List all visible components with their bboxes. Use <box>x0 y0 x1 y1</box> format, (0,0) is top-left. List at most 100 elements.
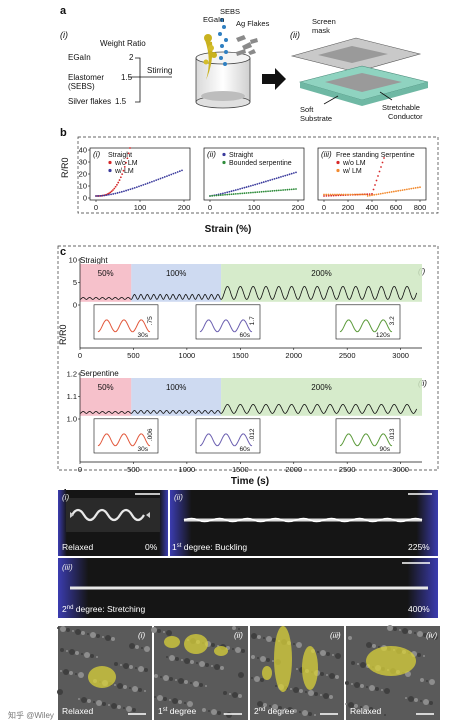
c-xtick-label: 2500 <box>339 351 356 360</box>
sem-grain <box>69 649 75 655</box>
series-point-straight <box>275 177 278 180</box>
series-point-fs-w-lm <box>353 193 356 196</box>
series-point-serpentine <box>213 194 216 197</box>
sem-grain <box>366 686 368 688</box>
sem-grain <box>84 652 90 658</box>
sem-grain <box>184 658 190 664</box>
series-point-straight <box>249 184 252 187</box>
series-point-w-lm <box>170 173 173 176</box>
sem-grain <box>138 688 142 692</box>
sem-grain <box>305 691 307 693</box>
sem-grain <box>199 661 205 667</box>
straight-ytick-label: 10 <box>69 256 77 265</box>
xtick-label: 200 <box>342 203 355 212</box>
sem-grain <box>296 642 302 648</box>
caption-sup: nd <box>259 707 266 713</box>
process-arrow-icon <box>262 68 286 90</box>
sem-grain <box>66 650 68 652</box>
sem-grain <box>354 704 358 708</box>
sem-grain <box>78 698 80 700</box>
sem-grain <box>75 629 81 635</box>
series-point-fs-w-lm <box>416 186 419 189</box>
sem-grain <box>63 669 69 675</box>
series-point-fs-w-lm <box>366 195 369 197</box>
series-point-serpentine <box>277 189 280 192</box>
sem-highlight <box>184 634 208 654</box>
series-point-fs-w-lm <box>408 188 410 190</box>
sem-grain <box>208 710 210 712</box>
leader-soft <box>323 95 339 105</box>
series-point-w-lm <box>168 174 171 177</box>
series-point-fs-w-lm <box>371 194 373 197</box>
straight-ytick-label: 0 <box>73 301 77 310</box>
series-point-w-lm <box>146 182 149 185</box>
caption-post: degree <box>167 706 196 716</box>
sem-grain <box>202 708 206 712</box>
serpentine-inset-trace-2 <box>199 433 253 447</box>
series-point-straight <box>237 188 239 191</box>
series-point-fs-w-lm <box>379 192 382 195</box>
weight-ratio-header: Weight Ratio <box>100 39 146 48</box>
sem-caption-2: 1st degree <box>158 706 197 716</box>
straight-inset-trace-3 <box>339 319 393 333</box>
sem-grain <box>160 676 162 678</box>
sem-grain <box>60 648 64 652</box>
sem-grain <box>81 631 85 635</box>
sem-grain <box>238 694 242 698</box>
series-point-serpentine <box>269 190 272 193</box>
sem-grain <box>129 643 135 649</box>
series-point-fs-w-lm <box>342 193 345 196</box>
sem-grain <box>335 675 339 679</box>
label-stretchable: Stretchable <box>382 103 420 112</box>
xtick-label: 100 <box>134 203 147 212</box>
series-point-w-lm <box>161 176 164 179</box>
sem-grain <box>369 707 373 711</box>
sem-grain <box>269 705 271 707</box>
series-point-serpentine <box>252 191 254 194</box>
series-point-fs-w-lm <box>338 193 341 196</box>
series-point-straight <box>262 181 265 183</box>
sem-grain <box>87 633 89 635</box>
series-point-serpentine <box>256 191 259 194</box>
series-point-fs-wo-lm-rise <box>381 161 384 164</box>
photo-d-iii-sub: (iii) <box>62 563 73 572</box>
series-point-serpentine <box>230 193 233 196</box>
xtick-label: 800 <box>414 203 427 212</box>
sem-grain <box>96 700 102 706</box>
sem-grain <box>378 646 380 648</box>
row-egain-ratio: 2 <box>129 53 134 62</box>
sem-grain <box>120 664 122 666</box>
sem-grain <box>375 687 379 691</box>
sem-grain <box>238 672 244 678</box>
sem-grain <box>372 644 376 648</box>
row-silver-ratio: 1.5 <box>115 97 127 106</box>
series-point-fs-w-lm <box>419 186 421 189</box>
sem-grain <box>302 710 308 716</box>
series-point-wo-lm <box>117 181 120 184</box>
sem-grain <box>75 651 79 655</box>
series-point-fs-w-lm <box>401 189 404 192</box>
panel-c-xlabel: Time (s) <box>231 476 269 487</box>
sem-grain <box>129 687 131 689</box>
serpentine-title: Serpentine <box>80 369 119 378</box>
series-point-w-lm <box>95 195 97 197</box>
serpentine-id: (ii) <box>418 379 427 388</box>
straight-inset-scale-3: 3.2 <box>389 316 396 325</box>
sem-grain <box>166 656 168 658</box>
series-point-w-lm <box>174 171 177 174</box>
series-point-serpentine <box>295 188 297 190</box>
sem-grain <box>135 667 137 669</box>
sem-grain <box>257 701 263 707</box>
sem-grain <box>135 645 139 649</box>
sem-grain <box>123 685 127 689</box>
straight-inset-scale-1: .75 <box>147 316 154 325</box>
series-point-w-lm <box>105 194 108 197</box>
series-point-fs-w-lm <box>355 193 358 196</box>
sem-grain <box>299 711 301 713</box>
sem-grain <box>393 627 397 631</box>
sem-grain <box>205 685 207 687</box>
beaker-illustration <box>195 18 258 109</box>
series-point-serpentine <box>219 194 222 197</box>
series-point-w-lm <box>103 194 106 197</box>
